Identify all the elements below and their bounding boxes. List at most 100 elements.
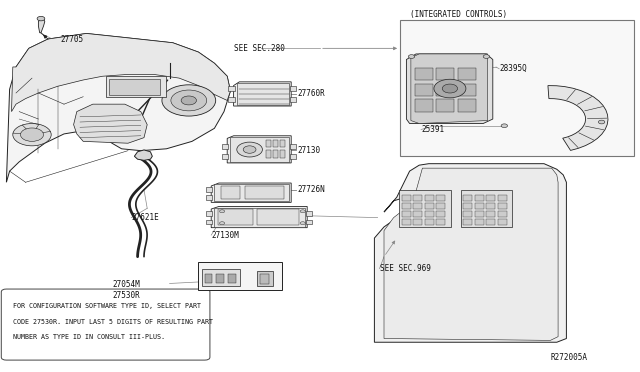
Bar: [498, 203, 507, 209]
Text: 27621E: 27621E: [131, 213, 159, 222]
Bar: [413, 219, 422, 225]
Text: 27130: 27130: [298, 146, 321, 155]
Bar: [486, 219, 495, 225]
Circle shape: [243, 146, 256, 153]
Bar: [475, 203, 484, 209]
Circle shape: [300, 210, 305, 213]
Bar: [206, 195, 212, 200]
Text: 28395Q: 28395Q: [499, 64, 527, 73]
Bar: [415, 68, 433, 80]
Circle shape: [598, 120, 605, 124]
Circle shape: [220, 222, 225, 225]
Text: NUMBER AS TYPE ID IN CONSULT III-PLUS.: NUMBER AS TYPE ID IN CONSULT III-PLUS.: [13, 334, 165, 340]
Circle shape: [434, 79, 466, 98]
Bar: [221, 186, 240, 199]
Bar: [458, 68, 476, 80]
Circle shape: [300, 222, 305, 225]
Bar: [218, 209, 253, 225]
Bar: [415, 84, 433, 96]
Bar: [106, 76, 166, 97]
Text: R272005A: R272005A: [550, 353, 588, 362]
Bar: [475, 195, 484, 201]
Bar: [109, 79, 160, 95]
Bar: [436, 219, 445, 225]
Bar: [436, 195, 445, 201]
Bar: [436, 211, 445, 217]
Bar: [400, 20, 634, 156]
Bar: [402, 211, 411, 217]
Bar: [260, 274, 269, 284]
Text: FOR CONFIGURATION SOFTWARE TYPE ID, SELECT PART: FOR CONFIGURATION SOFTWARE TYPE ID, SELE…: [13, 303, 201, 309]
Bar: [413, 211, 422, 217]
Circle shape: [483, 55, 490, 58]
Polygon shape: [234, 82, 291, 106]
Text: (INTEGRATED CONTROLS): (INTEGRATED CONTROLS): [410, 10, 507, 19]
Bar: [402, 203, 411, 209]
Polygon shape: [411, 54, 488, 124]
Bar: [461, 190, 512, 227]
Bar: [486, 195, 495, 201]
Bar: [425, 195, 434, 201]
Polygon shape: [384, 168, 558, 340]
Bar: [222, 144, 228, 149]
Bar: [257, 271, 273, 286]
Circle shape: [220, 210, 225, 213]
Circle shape: [20, 128, 44, 141]
Bar: [306, 220, 312, 224]
Bar: [436, 99, 454, 112]
Bar: [222, 154, 228, 159]
Bar: [216, 274, 224, 283]
Polygon shape: [227, 136, 291, 163]
Polygon shape: [6, 33, 230, 182]
Polygon shape: [211, 183, 291, 202]
Bar: [463, 195, 472, 201]
Text: CODE 27530R. INPUT LAST 5 DIGITS OF RESULTING PART: CODE 27530R. INPUT LAST 5 DIGITS OF RESU…: [13, 319, 212, 325]
Bar: [206, 211, 212, 216]
Bar: [230, 137, 289, 162]
Text: 27130M: 27130M: [211, 231, 239, 240]
Bar: [413, 195, 422, 201]
Bar: [290, 154, 296, 159]
Bar: [436, 68, 454, 80]
Bar: [399, 190, 451, 227]
Bar: [498, 219, 507, 225]
Polygon shape: [38, 19, 45, 33]
Bar: [280, 140, 285, 147]
Polygon shape: [211, 206, 307, 228]
Circle shape: [501, 124, 508, 128]
Bar: [498, 195, 507, 201]
Text: 27054M: 27054M: [112, 280, 140, 289]
Bar: [273, 140, 278, 147]
Circle shape: [408, 55, 415, 58]
Circle shape: [181, 96, 196, 105]
Circle shape: [171, 90, 207, 111]
Bar: [425, 211, 434, 217]
Bar: [273, 150, 278, 158]
Text: 27530R: 27530R: [112, 291, 140, 300]
Bar: [206, 187, 212, 192]
Bar: [228, 86, 235, 91]
Text: 25391: 25391: [421, 125, 444, 134]
Text: 27705: 27705: [61, 35, 84, 44]
Bar: [486, 211, 495, 217]
Bar: [402, 195, 411, 201]
Circle shape: [442, 84, 458, 93]
Polygon shape: [374, 164, 566, 342]
Bar: [458, 84, 476, 96]
Bar: [402, 219, 411, 225]
Polygon shape: [406, 54, 493, 124]
Bar: [475, 219, 484, 225]
Text: 27045H: 27045H: [218, 273, 245, 282]
Bar: [280, 150, 285, 158]
Text: 27760R: 27760R: [298, 89, 325, 98]
Text: SEE SEC.969: SEE SEC.969: [380, 264, 430, 273]
Bar: [214, 208, 305, 227]
Bar: [228, 97, 235, 102]
Bar: [425, 203, 434, 209]
Bar: [257, 209, 299, 225]
Bar: [245, 186, 284, 199]
Bar: [266, 140, 271, 147]
Bar: [290, 86, 296, 91]
Bar: [415, 99, 433, 112]
Text: SEE SEC.280: SEE SEC.280: [234, 44, 284, 53]
